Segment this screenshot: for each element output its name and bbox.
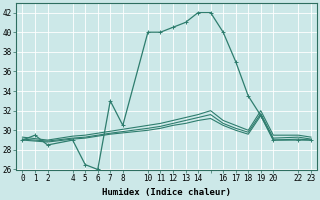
X-axis label: Humidex (Indice chaleur): Humidex (Indice chaleur) <box>102 188 231 197</box>
